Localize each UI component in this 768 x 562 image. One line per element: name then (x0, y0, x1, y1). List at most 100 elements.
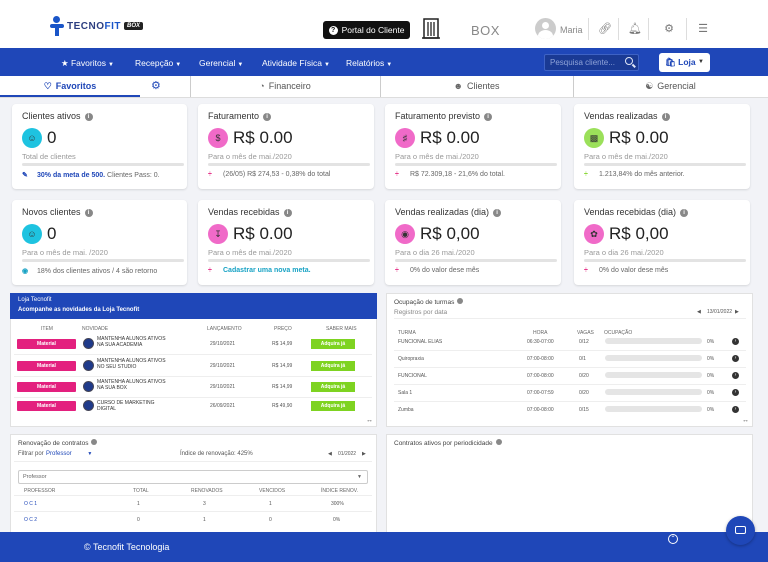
turma-vagas: 0/1 (579, 356, 586, 362)
chevron-right-icon[interactable]: › (732, 355, 739, 362)
total-value: 0 (137, 517, 140, 523)
date-label: 01/2022 (338, 451, 357, 457)
col-header: NOVIDADE (82, 326, 109, 332)
tab-favoritos[interactable]: ♡ Favoritos (0, 76, 140, 97)
chevron-right-icon[interactable]: › (732, 372, 739, 379)
search-icon[interactable] (625, 57, 633, 65)
link-icon[interactable]: 🔗︎ (598, 23, 612, 35)
info-icon[interactable]: i (493, 209, 502, 217)
divider (190, 76, 191, 97)
nav-favoritos[interactable]: ★ Favoritos ▼ (61, 58, 114, 68)
hand-money-icon: ✿ (584, 224, 604, 244)
expand-icon[interactable]: ↔ (366, 417, 373, 424)
card-value: 0 (47, 224, 57, 243)
portal-cliente-button[interactable]: ? Portal do Cliente (323, 21, 410, 39)
launch-date: 29/10/2021 (210, 384, 236, 390)
prev-date-icon[interactable]: ◀ (697, 309, 701, 315)
divider (14, 354, 372, 355)
card-vendas-recebidas: Vendas recebidas i ↧ R$ 0.00 Para o mês d… (198, 200, 374, 285)
card-footer: ÷ 1.213,84% do mês anterior. (584, 171, 685, 178)
chevron-right-icon[interactable]: › (732, 338, 739, 345)
loja-panel-title: Loja Tecnofit (18, 297, 52, 303)
chevron-right-icon[interactable]: › (732, 406, 739, 413)
progress-bar (22, 163, 184, 166)
prev-date-icon[interactable]: ◀ (328, 451, 332, 457)
professor-name[interactable]: O C 1 (24, 501, 38, 507)
info-icon[interactable] (495, 439, 502, 445)
scroll-top-icon[interactable]: ⌃ (668, 534, 678, 544)
checklist-icon[interactable]: ☰ (698, 23, 708, 35)
card-subtitle: Para o mês de mai./2020 (395, 152, 479, 161)
card-value: R$ 0,00 (420, 224, 480, 243)
adquira-button[interactable]: Adquira já (311, 339, 355, 349)
info-icon[interactable]: i (84, 113, 93, 121)
progress-bar (395, 259, 557, 262)
card-value: R$ 0.00 (609, 128, 669, 147)
user-avatar[interactable] (535, 18, 556, 39)
tecnofit-logo[interactable]: TECNOFIT BOX (50, 16, 144, 36)
tab-clientes[interactable]: ☻ Clientes (453, 81, 500, 91)
dashboard-tabs: ♡ Favoritos ⚙ ◔ Financeiro ☻ Clientes ☯ Gere… (0, 76, 768, 98)
vencidos-value: 0 (269, 517, 272, 523)
search-input[interactable]: Pesquisa cliente... (544, 54, 639, 71)
gear-icon[interactable]: ⚙ (664, 23, 674, 35)
chevron-right-icon[interactable]: › (732, 389, 739, 396)
tab-gerencial[interactable]: ☯ Gerencial (645, 81, 696, 91)
nav-gerencial[interactable]: Gerencial ▼ (199, 58, 244, 68)
nav-atividade-fisica[interactable]: Atividade Física ▼ (262, 58, 330, 68)
card-value: R$ 0.00 (233, 224, 293, 243)
info-icon[interactable] (91, 439, 98, 445)
info-icon[interactable] (457, 298, 464, 304)
chat-button[interactable] (726, 516, 755, 545)
info-icon[interactable]: i (283, 209, 292, 217)
professor-name[interactable]: O C 2 (24, 517, 38, 523)
settings-gear-icon[interactable]: ⚙ (151, 80, 161, 92)
tab-financeiro[interactable]: ◔ Financeiro (259, 81, 311, 91)
launch-date: 26/09/2021 (210, 403, 236, 409)
col-header: HORA (533, 330, 548, 336)
info-icon[interactable]: i (84, 209, 93, 217)
turma-hora: 07:00-08:00 (527, 356, 554, 362)
dollar-icon: $ (208, 128, 228, 148)
turma-name: Quiropraxia (398, 356, 424, 362)
loja-button[interactable]: 🛍︎ Loja ▼ (659, 53, 710, 72)
user-name[interactable]: Maria (560, 25, 583, 35)
info-icon[interactable]: i (680, 209, 689, 217)
adquira-button[interactable]: Adquira já (311, 382, 355, 392)
filter-label: Filtrar por (18, 451, 44, 457)
bell-icon[interactable]: 🔔︎ (628, 23, 642, 35)
cadastrar-meta-link[interactable]: Cadastrar uma nova meta. (223, 267, 311, 274)
next-date-icon[interactable]: ▶ (362, 451, 366, 457)
ocupacao-percent: 0% (707, 356, 715, 362)
info-icon[interactable]: i (661, 113, 670, 121)
money-bag-icon: ♯ (395, 128, 415, 148)
info-icon[interactable]: i (484, 113, 493, 121)
card-vendas-realizadas: Vendas realizadas i ▩ R$ 0.00 Para o mês … (574, 104, 750, 189)
product-thumbnail (83, 338, 94, 349)
contratos-panel (386, 434, 753, 532)
adquira-button[interactable]: Adquira já (311, 401, 355, 411)
indice-value: 300% (331, 501, 344, 507)
pencil-icon[interactable]: ✎ (22, 172, 28, 179)
card-title: Vendas recebidas (208, 207, 280, 217)
ocupacao-percent: 0% (707, 407, 715, 413)
professor-select[interactable]: Professor ▼ (18, 470, 368, 484)
next-date-icon[interactable]: ▶ (735, 309, 739, 315)
card-faturamento: Faturamento i $ R$ 0.00 Para o mês de mai… (198, 104, 374, 189)
ocupacao-bar (605, 372, 702, 378)
divider (14, 376, 372, 377)
col-header: TURMA (398, 330, 416, 336)
filter-dropdown[interactable]: Professor ▼ (46, 451, 93, 457)
adquira-button[interactable]: Adquira já (311, 361, 355, 371)
nav-relatorios[interactable]: Relatórios ▼ (346, 58, 393, 68)
product-description: CURSO DE MARKETING DIGITAL (97, 400, 155, 412)
col-header: PREÇO (274, 326, 292, 332)
info-icon[interactable]: i (263, 113, 272, 121)
expand-icon[interactable]: ↔ (742, 417, 749, 424)
nav-recepcao[interactable]: Recepção ▼ (135, 58, 182, 68)
product-description: MANTENHA ALUNOS ATIVOS NA SUA BOX (97, 379, 166, 391)
loja-panel-subtitle: Acompanhe as novidades da Loja Tecnofit (18, 307, 140, 313)
card-novos-clientes: Novos clientes i ☺ 0 Para o mês de mai. /… (12, 200, 187, 285)
card-subtitle: Para o dia 26 mai./2020 (395, 248, 475, 257)
footer: © Tecnofit Tecnologia ⌃ (0, 532, 768, 562)
